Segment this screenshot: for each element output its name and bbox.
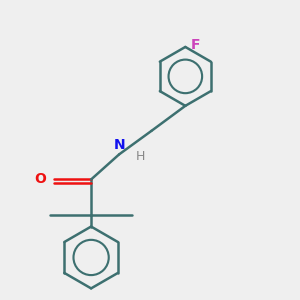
Text: N: N — [113, 138, 125, 152]
Text: O: O — [34, 172, 46, 186]
Text: F: F — [190, 38, 200, 52]
Text: H: H — [135, 150, 145, 163]
